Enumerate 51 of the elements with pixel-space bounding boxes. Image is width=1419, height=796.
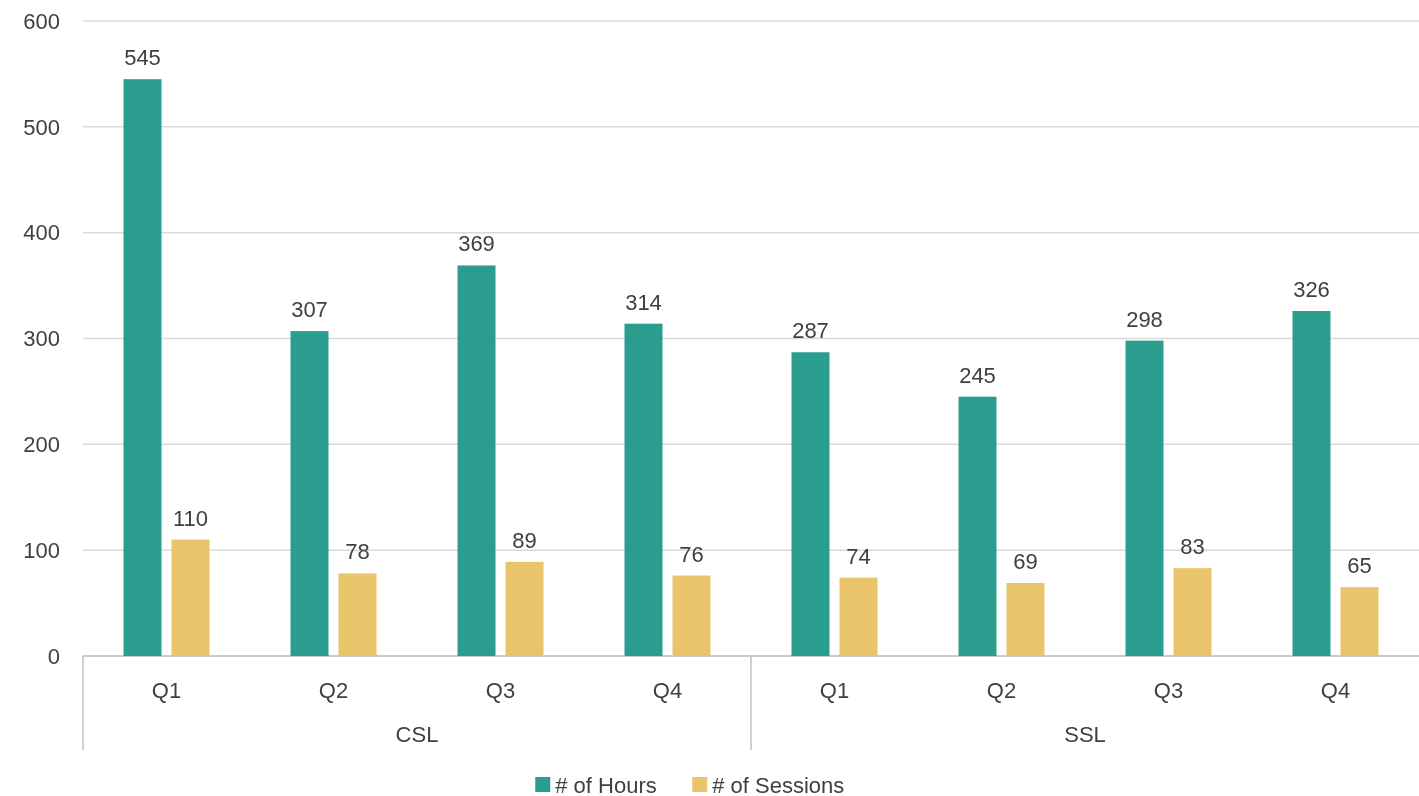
bar <box>672 575 711 656</box>
y-tick-label: 600 <box>23 8 60 34</box>
data-label: 74 <box>846 543 871 569</box>
data-label: 110 <box>172 505 209 531</box>
text: SSL <box>1064 722 1106 747</box>
legend-label: # of Hours <box>555 772 657 796</box>
data-label: 78 <box>345 539 370 565</box>
bar <box>290 331 329 656</box>
bar <box>1006 582 1045 656</box>
data-label: 245 <box>959 362 996 388</box>
data-label: 65 <box>1347 553 1372 579</box>
x-tick-label: Q2 <box>318 678 349 703</box>
bar <box>791 352 830 656</box>
bar <box>1173 568 1212 656</box>
x-tick-label: Q3 <box>1153 678 1184 703</box>
x-tick-label: Q3 <box>485 678 516 703</box>
bar <box>457 265 496 656</box>
bar <box>1292 310 1331 656</box>
data-label: 326 <box>1293 276 1330 302</box>
x-tick-label: Q4 <box>1320 678 1351 703</box>
y-tick-label: 0 <box>47 643 60 669</box>
x-tick-label: Q4 <box>652 678 683 703</box>
y-tick-label: 100 <box>23 537 60 563</box>
data-label: 314 <box>625 289 662 315</box>
y-tick-label: 200 <box>23 432 60 458</box>
data-label: 307 <box>291 297 328 323</box>
bar <box>338 573 377 656</box>
bar <box>1340 587 1379 656</box>
y-tick-label: 300 <box>23 326 60 352</box>
text: CSL <box>395 722 439 747</box>
bar <box>171 539 210 656</box>
x-tick-label: Q2 <box>986 678 1017 703</box>
legend-label: # of Sessions <box>712 772 845 796</box>
bar <box>1125 340 1164 656</box>
bar <box>624 323 663 656</box>
x-tick-label: Q1 <box>819 678 850 703</box>
bar <box>505 561 544 656</box>
y-tick-label: 400 <box>23 220 60 246</box>
y-tick-label: 500 <box>23 114 60 140</box>
data-label: 545 <box>124 45 161 71</box>
bar <box>958 396 997 656</box>
bar <box>123 79 162 656</box>
data-label: 369 <box>458 231 495 257</box>
data-label: 89 <box>512 527 537 553</box>
data-label: 69 <box>1013 548 1038 574</box>
x-tick-label: Q1 <box>151 678 182 703</box>
data-label: 83 <box>1180 534 1205 560</box>
data-label: 287 <box>792 318 829 344</box>
data-label: 76 <box>679 541 704 567</box>
data-label: 298 <box>1126 306 1163 332</box>
bar <box>839 577 878 656</box>
